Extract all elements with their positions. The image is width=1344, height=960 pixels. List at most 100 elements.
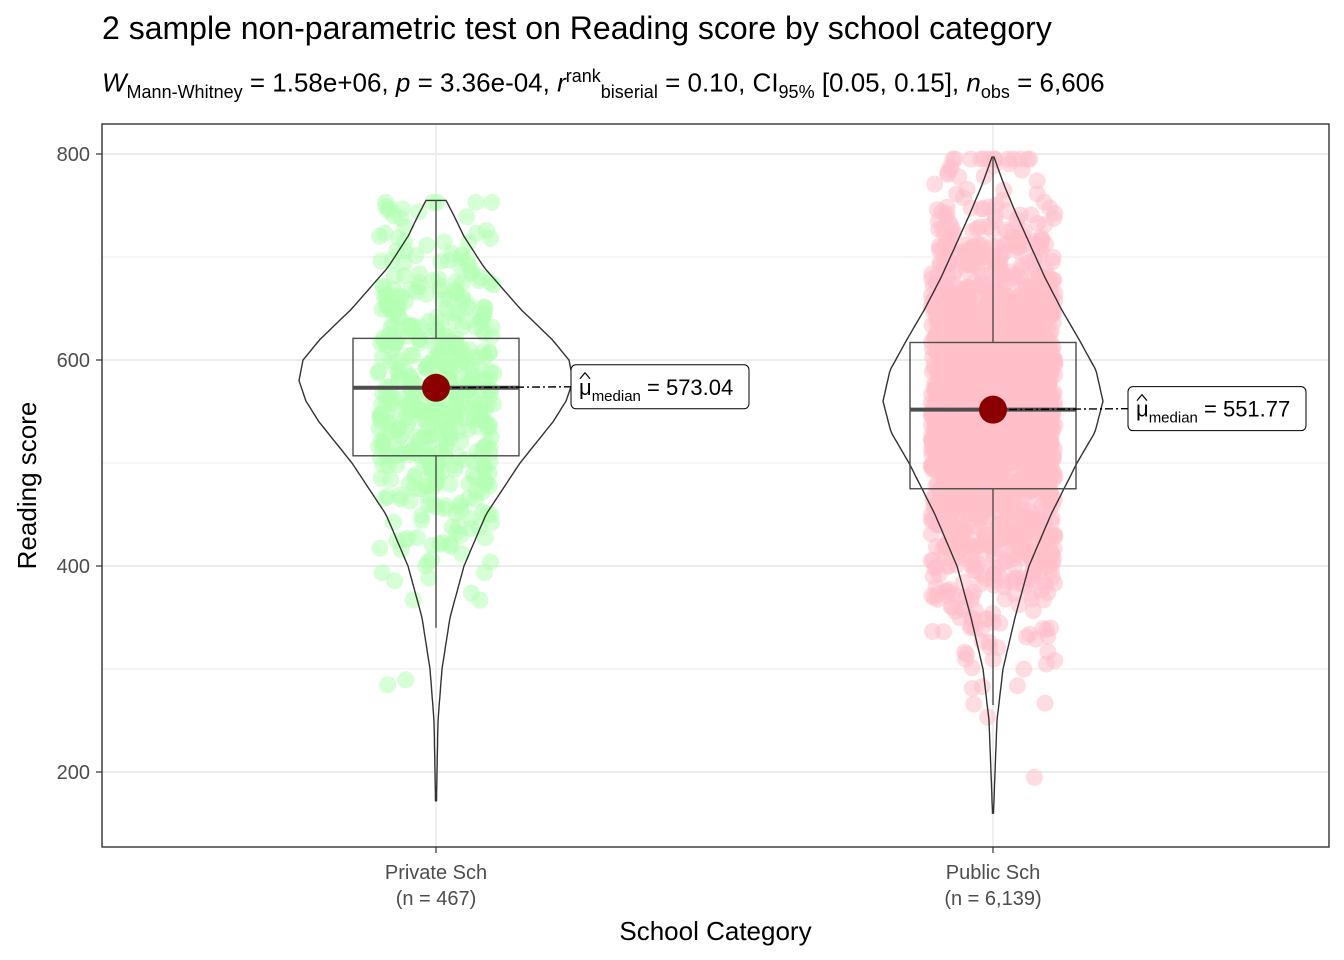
data-point bbox=[479, 505, 497, 523]
data-point bbox=[435, 233, 453, 251]
data-point bbox=[963, 617, 981, 635]
data-point bbox=[933, 436, 951, 454]
data-point bbox=[1036, 216, 1054, 234]
data-point bbox=[481, 477, 498, 495]
data-point bbox=[407, 444, 425, 462]
data-point bbox=[987, 196, 1005, 214]
data-point bbox=[452, 338, 469, 356]
data-point bbox=[391, 351, 409, 369]
data-point bbox=[372, 469, 390, 487]
data-point bbox=[925, 356, 943, 374]
data-point bbox=[1040, 376, 1058, 394]
ci-label: CI bbox=[752, 67, 779, 98]
data-point bbox=[955, 573, 973, 591]
violin-outline bbox=[882, 156, 1104, 814]
data-point bbox=[418, 236, 436, 254]
data-point bbox=[385, 513, 403, 531]
data-point bbox=[442, 538, 460, 555]
n-sub: obs bbox=[980, 81, 1010, 102]
data-point bbox=[1025, 769, 1043, 786]
data-point bbox=[442, 426, 460, 443]
plot-panel bbox=[102, 124, 1329, 847]
data-point bbox=[460, 257, 478, 275]
data-point bbox=[948, 296, 966, 314]
data-point bbox=[1039, 584, 1057, 602]
data-point bbox=[967, 561, 985, 579]
data-point bbox=[963, 313, 981, 331]
data-point bbox=[474, 439, 492, 457]
data-point bbox=[432, 252, 450, 270]
data-point bbox=[1028, 185, 1046, 203]
data-point bbox=[480, 464, 498, 482]
statistic-value: 1.58e+06 bbox=[272, 67, 382, 98]
p-value: 3.36e-04 bbox=[440, 67, 543, 98]
data-point bbox=[407, 428, 425, 446]
data-point bbox=[1011, 438, 1029, 456]
data-point bbox=[940, 213, 958, 231]
data-point bbox=[972, 200, 990, 218]
statistic-sub: Mann-Whitney bbox=[126, 81, 243, 102]
data-point bbox=[371, 539, 389, 557]
data-point bbox=[1004, 550, 1022, 568]
data-point bbox=[380, 456, 398, 474]
data-point bbox=[927, 302, 945, 320]
data-point bbox=[1044, 271, 1062, 289]
data-point bbox=[938, 495, 956, 513]
data-point bbox=[379, 488, 396, 505]
data-point bbox=[991, 614, 1009, 632]
data-point bbox=[1024, 382, 1041, 400]
data-point bbox=[965, 338, 983, 356]
median-label: μmedian = 551.77 bbox=[1136, 397, 1290, 427]
data-point bbox=[1037, 235, 1054, 253]
data-point bbox=[470, 272, 488, 289]
data-point bbox=[1036, 558, 1054, 576]
data-point bbox=[944, 481, 962, 499]
data-point bbox=[938, 360, 956, 378]
data-point bbox=[1015, 660, 1033, 678]
data-point bbox=[397, 671, 415, 689]
data-point bbox=[977, 610, 995, 628]
data-point bbox=[971, 575, 989, 593]
data-point bbox=[973, 678, 991, 695]
data-point bbox=[993, 504, 1011, 522]
effsize-label: r bbox=[557, 67, 566, 98]
median-label-box bbox=[1127, 386, 1307, 432]
data-point bbox=[423, 551, 441, 569]
data-point bbox=[447, 407, 465, 425]
data-point bbox=[927, 557, 945, 575]
data-point bbox=[476, 529, 494, 547]
data-point bbox=[404, 591, 422, 609]
data-point bbox=[983, 221, 1001, 239]
data-point bbox=[980, 287, 997, 305]
data-point bbox=[928, 275, 946, 293]
data-point bbox=[456, 451, 474, 469]
data-point bbox=[482, 381, 500, 399]
data-point bbox=[393, 200, 411, 218]
n-value: 6,606 bbox=[1039, 67, 1105, 98]
data-point bbox=[1021, 625, 1039, 643]
data-point bbox=[475, 564, 493, 582]
median-label-leader bbox=[435, 386, 572, 389]
data-point bbox=[1021, 454, 1039, 472]
chart-title: 2 sample non-parametric test on Reading … bbox=[102, 10, 1052, 46]
data-point bbox=[373, 348, 391, 366]
x-axis-title: School Category bbox=[619, 916, 811, 946]
data-point bbox=[377, 286, 395, 304]
data-point bbox=[1041, 420, 1059, 438]
data-point bbox=[1024, 270, 1042, 288]
data-point bbox=[450, 518, 468, 535]
data-point bbox=[1033, 497, 1050, 515]
data-point bbox=[1005, 298, 1023, 316]
data-point bbox=[373, 564, 391, 582]
data-point bbox=[957, 368, 975, 386]
data-point bbox=[430, 270, 448, 288]
data-point bbox=[436, 448, 454, 466]
data-point bbox=[1036, 694, 1054, 712]
data-point bbox=[1009, 677, 1026, 695]
ci-value: [0.05, 0.15] bbox=[821, 67, 952, 98]
data-point bbox=[946, 150, 964, 168]
data-point bbox=[1033, 472, 1050, 490]
median-label: μmedian = 573.04 bbox=[579, 375, 733, 405]
data-point bbox=[999, 223, 1017, 241]
data-point bbox=[965, 695, 983, 713]
